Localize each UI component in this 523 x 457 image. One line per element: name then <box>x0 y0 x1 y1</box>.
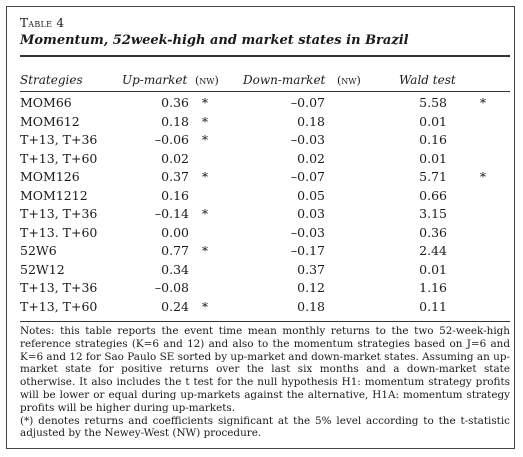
wald-test-cell: 5.58 <box>419 95 447 110</box>
down-market-cell: –0.03 <box>290 224 325 240</box>
strategy-cell: 52W6 <box>20 243 57 258</box>
header-up-market: Up-market <box>122 73 188 87</box>
nw-up-cell: * <box>201 95 209 110</box>
table-caption: Table 4 <box>20 16 65 30</box>
strategy-cell: 52W12 <box>20 261 65 277</box>
table-row: T+13, T+60 0.02 0.02 0.01 <box>7 151 516 168</box>
wald-test-cell: 0.16 <box>419 132 447 147</box>
strategy-cell: MOM612 <box>20 113 80 129</box>
up-market-cell: –0.14 <box>154 206 189 221</box>
header-rule <box>20 91 510 92</box>
strategy-cell: T+13, T+36 <box>20 132 98 147</box>
top-rule <box>20 55 510 57</box>
nw-up-cell: * <box>201 169 209 184</box>
nw-up-cell: * <box>201 243 209 258</box>
strategy-cell: T+13. T+60 <box>20 224 98 240</box>
up-market-cell: 0.24 <box>161 298 189 314</box>
table-row: MOM612 0.18 * 0.18 0.01 <box>7 114 516 131</box>
table-frame: Table 4 Momentum, 52week-high and market… <box>6 6 515 449</box>
down-market-cell: 0.02 <box>297 150 325 166</box>
down-market-cell: –0.07 <box>290 95 325 110</box>
table-row: 52W6 0.77 * –0.17 2.44 <box>7 243 516 260</box>
table-row: T+13, T+36 –0.14 * 0.03 3.15 <box>7 206 516 223</box>
down-market-cell: 0.12 <box>297 280 325 295</box>
table-row: MOM1212 0.16 0.05 0.66 <box>7 188 516 205</box>
strategy-cell: T+13, T+36 <box>20 206 98 221</box>
down-market-cell: 0.18 <box>297 113 325 129</box>
up-market-cell: 0.36 <box>161 95 189 110</box>
nw-up-cell: * <box>201 113 209 129</box>
up-market-cell: 0.34 <box>161 261 189 277</box>
strategy-cell: T+13, T+60 <box>20 150 98 166</box>
table-row: T+13, T+60 0.24 * 0.18 0.11 <box>7 299 516 316</box>
wald-test-cell: 0.36 <box>419 224 447 240</box>
notes-paragraph: Notes: this table reports the event time… <box>20 325 510 414</box>
down-market-cell: 0.18 <box>297 298 325 314</box>
header-down-market: Down-market <box>243 73 326 87</box>
up-market-cell: –0.08 <box>154 280 189 295</box>
wald-significance-cell: * <box>479 169 487 184</box>
table-row: T+13, T+36 –0.08 0.12 1.16 <box>7 280 516 297</box>
wald-test-cell: 0.01 <box>419 113 447 129</box>
strategy-cell: T+13, T+36 <box>20 280 98 295</box>
nw-up-cell: * <box>201 132 209 147</box>
header-wald-test: Wald test <box>399 73 456 87</box>
down-market-cell: 0.03 <box>297 206 325 221</box>
up-market-cell: 0.18 <box>161 113 189 129</box>
wald-test-cell: 3.15 <box>419 206 447 221</box>
strategy-cell: MOM1212 <box>20 187 88 203</box>
up-market-cell: 0.02 <box>161 150 189 166</box>
table-title: Momentum, 52week-high and market states … <box>20 33 409 48</box>
wald-test-cell: 0.01 <box>419 261 447 277</box>
strategy-cell: MOM66 <box>20 95 72 110</box>
down-market-cell: –0.03 <box>290 132 325 147</box>
wald-test-cell: 0.66 <box>419 187 447 203</box>
wald-test-cell: 1.16 <box>419 280 447 295</box>
header-nw-1: (nw) <box>195 74 219 87</box>
table-row: MOM126 0.37 * –0.07 5.71 * <box>7 169 516 186</box>
down-market-cell: –0.17 <box>290 243 325 258</box>
down-market-cell: –0.07 <box>290 169 325 184</box>
up-market-cell: 0.16 <box>161 187 189 203</box>
header-strategies: Strategies <box>20 73 83 87</box>
header-nw-2: (nw) <box>337 74 361 87</box>
wald-test-cell: 0.01 <box>419 150 447 166</box>
up-market-cell: 0.37 <box>161 169 189 184</box>
notes-significance: (*) denotes returns and coefficients sig… <box>20 414 510 440</box>
up-market-cell: 0.77 <box>161 243 189 258</box>
down-market-cell: 0.37 <box>297 261 325 277</box>
wald-test-cell: 5.71 <box>419 169 447 184</box>
wald-test-cell: 0.11 <box>419 298 447 314</box>
table-row: MOM66 0.36 * –0.07 5.58 * <box>7 95 516 112</box>
wald-test-cell: 2.44 <box>419 243 447 258</box>
table-row: T+13, T+36 –0.06 * –0.03 0.16 <box>7 132 516 149</box>
down-market-cell: 0.05 <box>297 187 325 203</box>
table-row: 52W12 0.34 0.37 0.01 <box>7 262 516 279</box>
table-notes: Notes: this table reports the event time… <box>20 325 510 440</box>
table-row: T+13. T+60 0.00 –0.03 0.36 <box>7 225 516 242</box>
wald-significance-cell: * <box>479 95 487 110</box>
up-market-cell: –0.06 <box>154 132 189 147</box>
nw-up-cell: * <box>201 206 209 221</box>
strategy-cell: T+13, T+60 <box>20 298 98 314</box>
nw-up-cell: * <box>201 298 209 314</box>
up-market-cell: 0.00 <box>161 224 189 240</box>
strategy-cell: MOM126 <box>20 169 80 184</box>
bottom-rule <box>20 321 510 322</box>
